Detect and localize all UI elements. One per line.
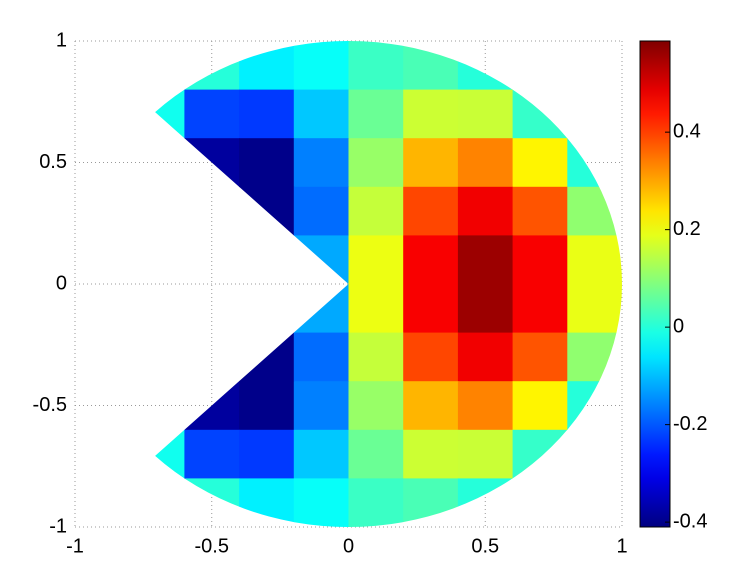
field-cell <box>239 381 295 431</box>
field-cell <box>239 41 295 91</box>
field-cell <box>348 186 404 236</box>
x-tick-label: 0 <box>343 535 354 557</box>
field-cell <box>567 381 622 431</box>
field-cell <box>512 381 568 431</box>
field-cell <box>512 186 568 236</box>
field-cell <box>348 235 404 285</box>
field-cell <box>403 186 459 236</box>
x-tick-label: -0.5 <box>195 535 229 557</box>
field-cell <box>293 186 349 236</box>
field-cell <box>239 186 295 236</box>
field-cell <box>403 41 459 91</box>
field-cell <box>348 381 404 431</box>
field-cell <box>184 478 240 528</box>
field-cell <box>293 41 349 91</box>
field-cell <box>293 429 349 479</box>
field-cell <box>293 235 349 285</box>
field-cell <box>155 89 185 139</box>
field-cell <box>457 89 514 139</box>
field-cell <box>457 138 514 188</box>
y-tick-label: 0 <box>56 272 67 294</box>
colorbar-tick-label: 0 <box>673 315 684 337</box>
colorbar-tick-label: -0.2 <box>673 413 707 435</box>
field-cell <box>293 332 349 382</box>
field-cell <box>512 138 568 188</box>
field-cell <box>293 138 349 188</box>
field-cell <box>184 89 240 139</box>
field-cell <box>293 381 349 431</box>
field-cell <box>512 429 568 479</box>
field-cell <box>403 235 459 285</box>
field-cell <box>457 332 514 382</box>
field-cell <box>155 429 185 479</box>
field-cell <box>403 381 459 431</box>
field-cell <box>567 235 622 285</box>
y-tick-label: 1 <box>56 29 67 51</box>
field-cell <box>184 381 240 431</box>
field-cell <box>403 478 459 528</box>
field-cell <box>457 381 514 431</box>
field-cell <box>403 284 459 334</box>
field-cell <box>348 429 404 479</box>
field-cell <box>348 284 404 334</box>
colorbar-tick-label: -0.4 <box>673 510 707 532</box>
field-cell <box>457 186 514 236</box>
field-cell <box>567 332 622 382</box>
field-cell <box>457 284 514 334</box>
field-cell <box>184 429 240 479</box>
field-cell <box>293 478 349 528</box>
field-cell <box>512 332 568 382</box>
y-tick-label: -0.5 <box>33 394 67 416</box>
field-cell <box>403 89 459 139</box>
field-cell <box>403 332 459 382</box>
y-tick-label: -1 <box>49 515 67 537</box>
x-tick-label: -1 <box>66 535 84 557</box>
field-cell <box>567 284 622 334</box>
x-tick-label: 0.5 <box>471 535 499 557</box>
field-cell <box>348 332 404 382</box>
field-cell <box>512 89 568 139</box>
field-cell <box>457 429 514 479</box>
field-cell <box>567 138 622 188</box>
field-cell <box>567 186 622 236</box>
field-cell <box>348 89 404 139</box>
field-cell <box>239 138 295 188</box>
field-cell <box>512 235 568 285</box>
x-tick-label: 1 <box>616 535 627 557</box>
field-cell <box>457 235 514 285</box>
colorbar <box>639 40 671 528</box>
colorbar-tick-label: 0.4 <box>673 120 701 142</box>
field-cell <box>348 478 404 528</box>
field-cell <box>348 41 404 91</box>
y-tick-label: 0.5 <box>39 151 67 173</box>
field-cell <box>348 138 404 188</box>
field-cell <box>239 429 295 479</box>
field-cell <box>239 478 295 528</box>
colorbar-tick-label: 0.2 <box>673 218 701 240</box>
field-cell <box>293 284 349 334</box>
field-cell <box>239 332 295 382</box>
field-cell <box>293 89 349 139</box>
field-cell <box>403 138 459 188</box>
field-cell <box>239 89 295 139</box>
field-cell <box>403 429 459 479</box>
field-cell <box>457 478 514 528</box>
field-cell <box>512 284 568 334</box>
